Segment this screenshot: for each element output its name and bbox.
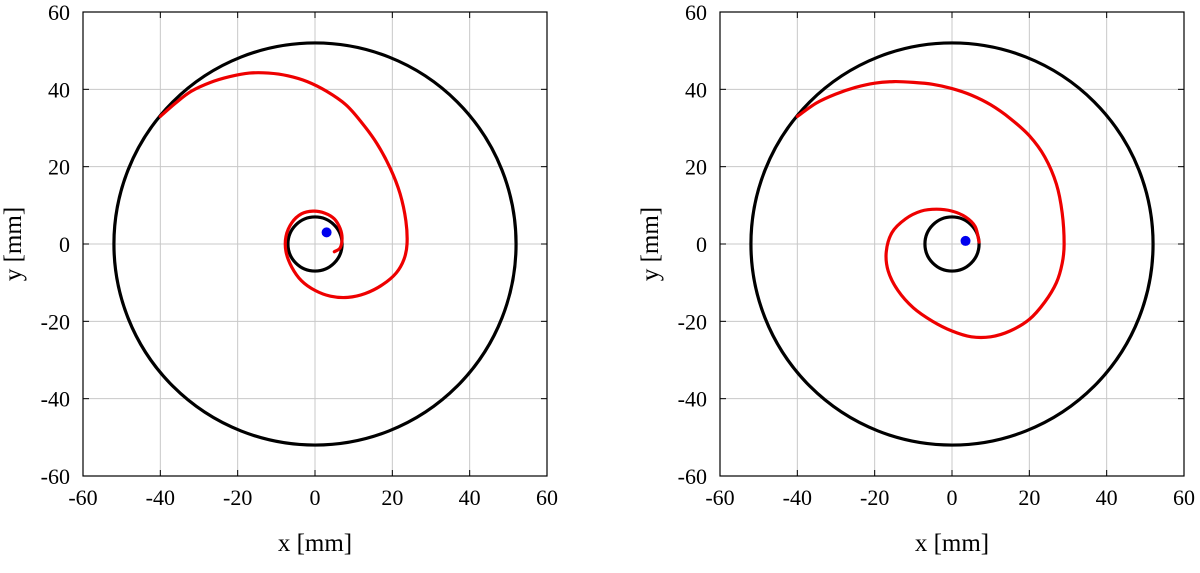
grid-lines: [719, 11, 1185, 477]
spiral-curve: [158, 71, 409, 300]
y-tick-label: 60: [48, 0, 70, 25]
x-tick-label: -60: [705, 485, 734, 510]
x-tick-label: -20: [223, 485, 252, 510]
x-tick-label: 20: [381, 485, 403, 510]
x-tick-label: 40: [459, 485, 481, 510]
x-tick-label: -20: [860, 485, 889, 510]
center-point: [321, 227, 332, 238]
y-tick-label: 60: [685, 0, 707, 25]
y-tick-label: -60: [678, 464, 707, 489]
y-tick-label: -60: [41, 464, 70, 489]
y-tick-label: 40: [685, 77, 707, 102]
y-tick-label: 40: [48, 77, 70, 102]
y-tick-label: 0: [696, 232, 707, 257]
x-tick-label: -40: [146, 485, 175, 510]
y-tick-label: -40: [41, 387, 70, 412]
x-tick-label: -60: [68, 485, 97, 510]
grid-lines: [82, 11, 548, 477]
x-tick-label: 0: [310, 485, 321, 510]
x-tick-label: 40: [1096, 485, 1118, 510]
y-tick-label: -20: [41, 309, 70, 334]
left-spiral-plot: -60 -40 -20 0 20 40 60 60 40 20 0 -20 -40 -60 x [mm] y …: [0, 0, 558, 557]
y-axis-label: y [mm]: [637, 207, 664, 281]
y-tick-label: 20: [685, 155, 707, 180]
x-axis-label: x [mm]: [915, 530, 989, 557]
x-tick-label: 20: [1018, 485, 1040, 510]
y-tick-label: -40: [678, 387, 707, 412]
x-axis-label: x [mm]: [278, 530, 352, 557]
y-tick-label: 20: [48, 155, 70, 180]
x-tick-label: 60: [1173, 485, 1195, 510]
y-tick-label: -20: [678, 309, 707, 334]
x-tick-label: -40: [783, 485, 812, 510]
right-spiral-plot: -60 -40 -20 0 20 40 60 60 40 20 0 -20 -40 -60 x [mm] y …: [637, 0, 1195, 557]
spiral-curve: [795, 79, 1066, 340]
y-axis-label: y [mm]: [0, 207, 27, 281]
outer-circle: [749, 41, 1155, 447]
x-tick-label: 0: [947, 485, 958, 510]
x-tick-label: 60: [536, 485, 558, 510]
y-tick-label: 0: [59, 232, 70, 257]
inner-circle: [923, 215, 981, 273]
outer-circle: [112, 41, 518, 447]
center-point: [960, 235, 971, 246]
